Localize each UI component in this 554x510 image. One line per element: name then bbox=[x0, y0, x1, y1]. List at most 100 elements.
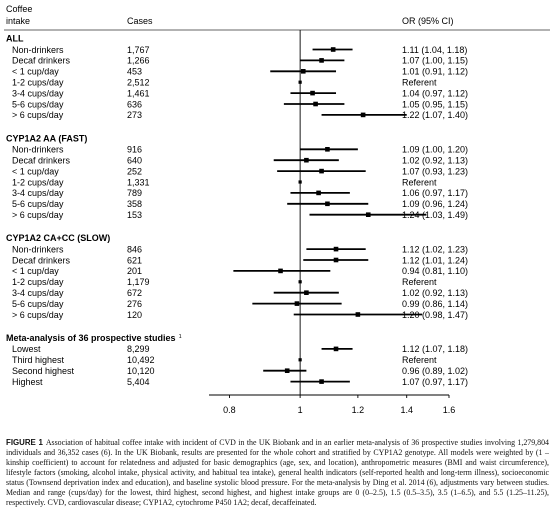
table-row: 5-6 cups/day 276 0.99 (0.86, 1.14) bbox=[12, 299, 468, 309]
row-or-ci: Referent bbox=[402, 177, 437, 187]
row-label: < 1 cup/day bbox=[12, 67, 59, 77]
table-row: Lowest 8,299 1.12 (1.07, 1.18) bbox=[12, 344, 468, 354]
group-title: CYP1A2 CA+CC (SLOW) bbox=[6, 233, 110, 243]
table-row: 5-6 cups/day 636 1.05 (0.95, 1.15) bbox=[12, 99, 468, 109]
point-estimate bbox=[330, 47, 336, 52]
row-label: Decaf drinkers bbox=[12, 156, 71, 166]
row-or-ci: 0.94 (0.81, 1.10) bbox=[402, 266, 468, 276]
row-or-ci: 1.06 (0.97, 1.17) bbox=[402, 188, 468, 198]
row-label: 1-2 cups/day bbox=[12, 277, 64, 287]
point-estimate bbox=[304, 290, 309, 295]
point-estimate bbox=[365, 212, 371, 217]
row-label: 1-2 cups/day bbox=[12, 177, 64, 187]
x-tick-label: 0.8 bbox=[223, 405, 236, 415]
row-or-ci: 1.09 (0.96, 1.24) bbox=[402, 199, 468, 209]
row-or-ci: 1.12 (1.07, 1.18) bbox=[402, 344, 468, 354]
point-estimate bbox=[319, 58, 324, 63]
table-row: 3-4 cups/day 672 1.02 (0.92, 1.13) bbox=[12, 288, 468, 298]
row-or-ci: 1.12 (1.01, 1.24) bbox=[402, 255, 468, 265]
point-estimate bbox=[333, 257, 339, 263]
header-intake: intake bbox=[6, 16, 30, 26]
row-or-ci: 1.20 (0.98, 1.47) bbox=[402, 310, 468, 320]
row-cases: 273 bbox=[127, 110, 142, 120]
caption-text: Association of habitual coffee intake wi… bbox=[6, 438, 549, 507]
row-cases: 1,331 bbox=[127, 177, 150, 187]
point-estimate bbox=[300, 69, 306, 74]
row-cases: 201 bbox=[127, 266, 142, 276]
row-cases: 153 bbox=[127, 210, 142, 220]
forest-plot: Coffee intake Cases OR (95% CI) ALLNon-d… bbox=[4, 4, 550, 415]
row-or-ci: 1.02 (0.92, 1.13) bbox=[402, 288, 468, 298]
row-label: 3-4 cups/day bbox=[12, 188, 64, 198]
caption-label: FIGURE 1 bbox=[6, 438, 43, 447]
column-headers: Coffee intake Cases OR (95% CI) bbox=[6, 4, 454, 26]
row-or-ci: 1.07 (0.93, 1.23) bbox=[402, 166, 468, 176]
point-estimate bbox=[284, 368, 290, 373]
row-cases: 846 bbox=[127, 244, 142, 254]
row-or-ci: 1.24 (1.03, 1.49) bbox=[402, 210, 468, 220]
x-axis-ticks: 0.8 1 1.2 1.4 1.6 bbox=[223, 395, 455, 415]
row-or-ci: 1.04 (0.97, 1.12) bbox=[402, 88, 468, 98]
row-cases: 789 bbox=[127, 188, 142, 198]
x-tick-label: 1.4 bbox=[400, 405, 413, 415]
row-cases: 1,767 bbox=[127, 45, 150, 55]
point-estimate bbox=[360, 112, 366, 118]
table-row: Decaf drinkers 640 1.02 (0.92, 1.13) bbox=[12, 156, 468, 166]
row-cases: 5,404 bbox=[127, 377, 150, 387]
row-label: Non-drinkers bbox=[12, 244, 64, 254]
row-label: Third highest bbox=[12, 355, 65, 365]
x-tick-label: 1.2 bbox=[352, 405, 365, 415]
row-cases: 1,461 bbox=[127, 88, 150, 98]
table-row: 1-2 cups/day 1,331 Referent bbox=[12, 177, 437, 187]
group-title: CYP1A2 AA (FAST) bbox=[6, 133, 87, 143]
table-row: Decaf drinkers 1,266 1.07 (1.00, 1.15) bbox=[12, 56, 468, 66]
table-row: Second highest 10,120 0.96 (0.89, 1.02) bbox=[12, 366, 468, 376]
table-row: > 6 cups/day 273 1.22 (1.07, 1.40) bbox=[12, 110, 468, 120]
row-label: Highest bbox=[12, 377, 43, 387]
row-cases: 276 bbox=[127, 299, 142, 309]
row-label: Decaf drinkers bbox=[12, 255, 71, 265]
point-estimate bbox=[310, 90, 315, 96]
point-estimate bbox=[294, 301, 300, 306]
row-or-ci: 1.09 (1.00, 1.20) bbox=[402, 145, 468, 155]
row-cases: 621 bbox=[127, 255, 142, 265]
table-row: < 1 cup/day 201 0.94 (0.81, 1.10) bbox=[12, 266, 468, 276]
row-cases: 8,299 bbox=[127, 344, 150, 354]
row-label: > 6 cups/day bbox=[12, 210, 64, 220]
row-label: 5-6 cups/day bbox=[12, 299, 64, 309]
x-tick-label: 1 bbox=[298, 405, 303, 415]
row-label: Second highest bbox=[12, 366, 75, 376]
point-estimate bbox=[355, 312, 361, 317]
point-estimate bbox=[304, 157, 309, 163]
header-cases: Cases bbox=[127, 16, 153, 26]
header-or-ci: OR (95% CI) bbox=[402, 16, 454, 26]
row-cases: 636 bbox=[127, 99, 142, 109]
table-row: 3-4 cups/day 1,461 1.04 (0.97, 1.12) bbox=[12, 88, 468, 98]
group-2: CYP1A2 CA+CC (SLOW)Non-drinkers 846 1.12 (… bbox=[6, 233, 468, 320]
row-cases: 1,179 bbox=[127, 277, 150, 287]
row-cases: 358 bbox=[127, 199, 142, 209]
point-estimate bbox=[319, 379, 324, 384]
row-or-ci: 1.02 (0.92, 1.13) bbox=[402, 156, 468, 166]
table-row: Non-drinkers 846 1.12 (1.02, 1.23) bbox=[12, 244, 468, 254]
row-cases: 1,266 bbox=[127, 56, 150, 66]
row-label: > 6 cups/day bbox=[12, 110, 64, 120]
row-or-ci: 1.05 (0.95, 1.15) bbox=[402, 99, 468, 109]
table-row: < 1 cup/day 453 1.01 (0.91, 1.12) bbox=[12, 67, 468, 77]
point-estimate bbox=[313, 101, 318, 107]
group-title: Meta-analysis of 36 prospective studies 1 bbox=[6, 333, 182, 343]
row-label: < 1 cup/day bbox=[12, 166, 59, 176]
row-or-ci: 0.99 (0.86, 1.14) bbox=[402, 299, 468, 309]
row-or-ci: Referent bbox=[402, 277, 437, 287]
point-estimate bbox=[333, 246, 339, 252]
table-row: < 1 cup/day 252 1.07 (0.93, 1.23) bbox=[12, 166, 468, 176]
table-row: Highest 5,404 1.07 (0.97, 1.17) bbox=[12, 377, 468, 387]
row-label: Decaf drinkers bbox=[12, 56, 71, 66]
table-row: 3-4 cups/day 789 1.06 (0.97, 1.17) bbox=[12, 188, 468, 198]
table-row: Third highest 10,492 Referent bbox=[12, 355, 437, 365]
table-row: Non-drinkers 1,767 1.11 (1.04, 1.18) bbox=[12, 45, 467, 55]
point-estimate bbox=[325, 201, 330, 207]
row-cases: 916 bbox=[127, 145, 142, 155]
